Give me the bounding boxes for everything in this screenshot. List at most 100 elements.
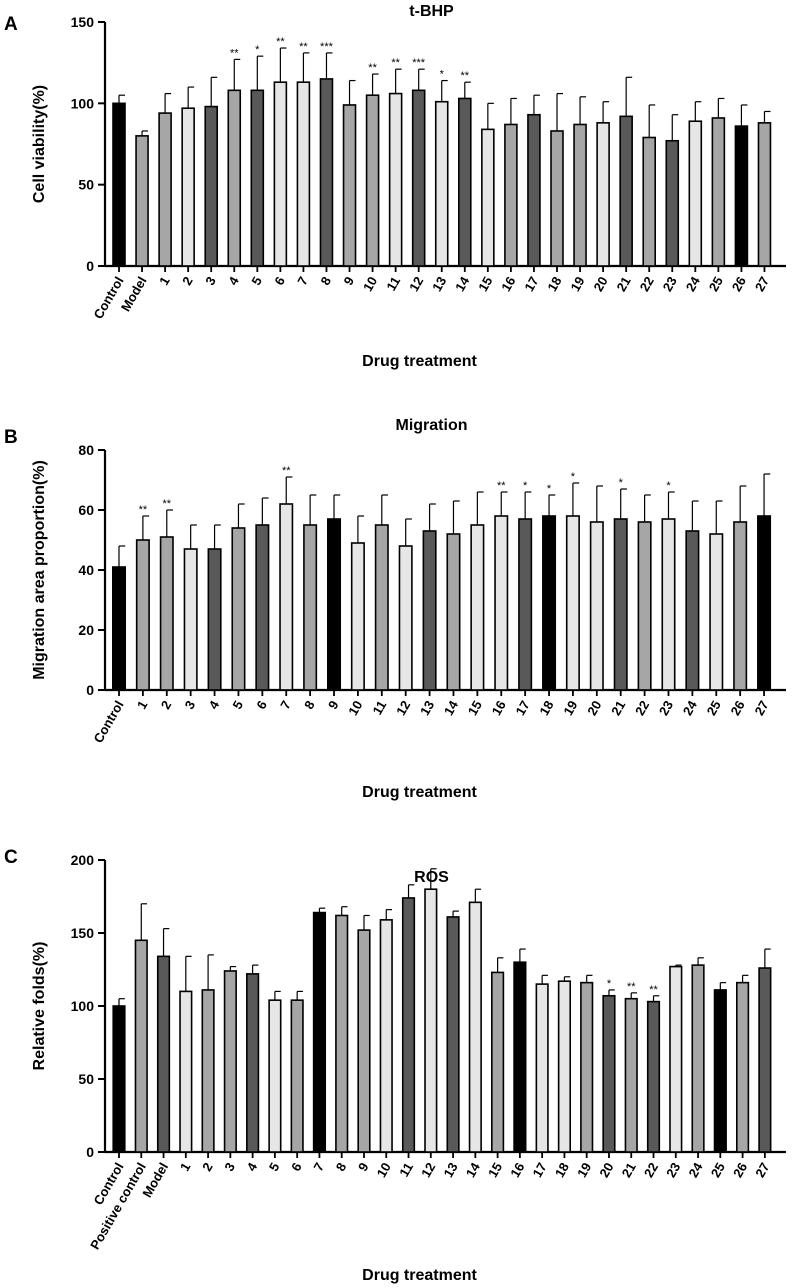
bar (573, 123, 587, 267)
x-tick-label: 9 (341, 274, 358, 288)
x-tick-label: 4 (225, 273, 242, 287)
x-tick-label: 14 (463, 1159, 484, 1180)
x-tick-label: 24 (685, 1159, 706, 1180)
bar (434, 100, 449, 267)
chart-title: t-BHP (409, 3, 454, 20)
bar (422, 530, 437, 691)
y-tick-label: 200 (71, 852, 95, 868)
x-tick-label: 17 (513, 698, 533, 718)
x-tick-label: 14 (441, 697, 462, 718)
bar (757, 122, 772, 267)
bar (494, 515, 509, 691)
bar (513, 961, 527, 1153)
x-tick-label: 2 (158, 698, 175, 712)
bar (646, 1000, 661, 1153)
bar (181, 107, 195, 267)
bar (733, 521, 748, 691)
significance-marker: ** (368, 62, 377, 74)
panel-C: C ROS 0 50 100 150 200 Relative folds(%) Drug tr… (4, 847, 786, 1284)
bar (424, 888, 438, 1153)
bar (669, 965, 683, 1153)
x-tick-label: 27 (752, 1160, 772, 1180)
bar (589, 521, 604, 691)
bar (204, 105, 219, 267)
bar (327, 518, 342, 691)
x-tick-label: 16 (507, 1160, 527, 1180)
x-axis-label: Drug treatment (362, 353, 477, 370)
significance-marker: ** (230, 47, 239, 59)
x-tick-label: 6 (271, 274, 288, 288)
x-tick-label: 17 (530, 1160, 550, 1180)
significance-marker: * (571, 471, 576, 483)
bar (112, 1005, 126, 1153)
x-tick-label: 9 (325, 698, 342, 712)
x-tick-label: 25 (706, 274, 726, 294)
y-tick-label: 20 (78, 622, 94, 638)
bar (296, 81, 311, 267)
x-tick-label: 24 (683, 273, 704, 294)
bar (557, 980, 572, 1153)
bar (319, 78, 334, 267)
bar (183, 548, 198, 691)
y-tick-label: 100 (71, 95, 95, 111)
significance-marker: * (255, 44, 260, 56)
x-tick-label: 18 (544, 274, 564, 294)
panel-letter: B (4, 427, 18, 448)
bar (207, 548, 222, 691)
y-tick-label: 50 (78, 177, 94, 193)
bar (379, 919, 393, 1153)
significance-marker: * (607, 978, 612, 990)
x-tick-label: 4 (244, 1159, 261, 1173)
bar (255, 524, 270, 691)
bar (736, 981, 750, 1153)
x-tick-label: 10 (374, 1160, 394, 1180)
x-tick-label: 26 (729, 274, 749, 294)
x-tick-label: 1 (177, 1160, 194, 1174)
significance-marker: * (523, 480, 528, 492)
bar (446, 916, 460, 1153)
bar (227, 89, 242, 267)
bar (273, 81, 288, 267)
bar (619, 115, 633, 267)
bar (665, 139, 680, 267)
bar (135, 539, 150, 691)
x-tick-label: 19 (574, 1160, 594, 1180)
y-axis-label: Relative folds(%) (31, 942, 48, 1071)
y-tick-label: 40 (78, 562, 94, 578)
x-tick-label: 10 (360, 274, 380, 294)
bar (470, 524, 485, 691)
x-tick-label: 2 (179, 274, 196, 288)
x-tick-label: 7 (294, 274, 311, 288)
x-tick-label: 26 (728, 698, 748, 718)
bar (504, 123, 518, 267)
bar (350, 542, 365, 691)
significance-marker: ** (163, 498, 172, 510)
x-tick-label: Control (90, 698, 126, 746)
bar (179, 990, 193, 1153)
significance-marker: * (619, 477, 624, 489)
bar (580, 981, 594, 1153)
significance-marker: ** (299, 41, 308, 53)
bar (518, 518, 533, 691)
bar (388, 92, 403, 267)
x-tick-label: 17 (521, 274, 541, 294)
x-tick-label: 7 (277, 698, 294, 712)
x-tick-label: 23 (660, 274, 680, 294)
x-tick-label: 18 (552, 1160, 572, 1180)
x-tick-label: 14 (452, 273, 473, 294)
significance-marker: ** (139, 504, 148, 516)
significance-marker: * (440, 69, 445, 81)
significance-marker: * (666, 480, 671, 492)
x-tick-label: 3 (221, 1160, 238, 1174)
y-tick-label: 0 (86, 1144, 94, 1160)
x-tick-label: 6 (288, 1160, 305, 1174)
significance-marker: ** (649, 984, 658, 996)
x-axis-label: Drug treatment (362, 1267, 477, 1284)
x-tick-label: 15 (475, 274, 495, 294)
bar (268, 999, 282, 1153)
x-tick-label: 5 (229, 698, 246, 712)
bar (246, 973, 260, 1153)
y-tick-label: 0 (86, 682, 94, 698)
bar (602, 994, 616, 1153)
